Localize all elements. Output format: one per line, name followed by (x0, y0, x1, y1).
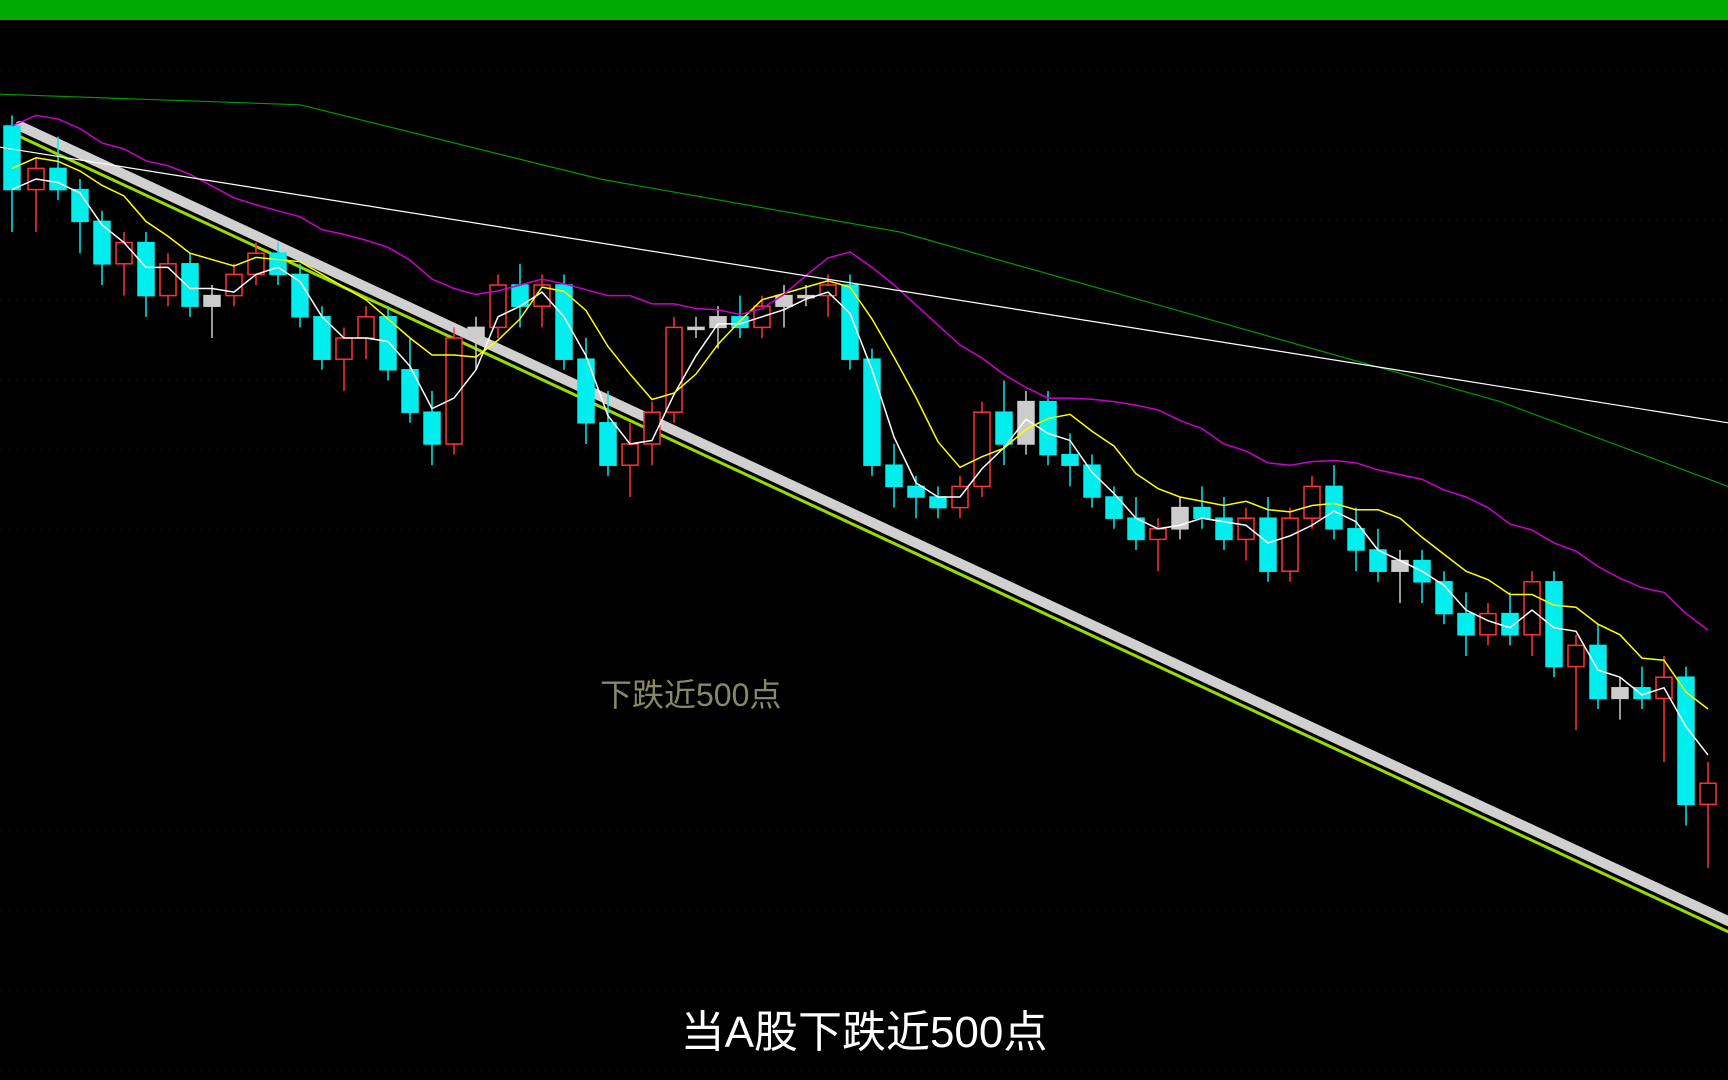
top-bar (0, 0, 1728, 20)
candlestick-chart[interactable] (0, 20, 1728, 1080)
chart-svg (0, 20, 1728, 1080)
